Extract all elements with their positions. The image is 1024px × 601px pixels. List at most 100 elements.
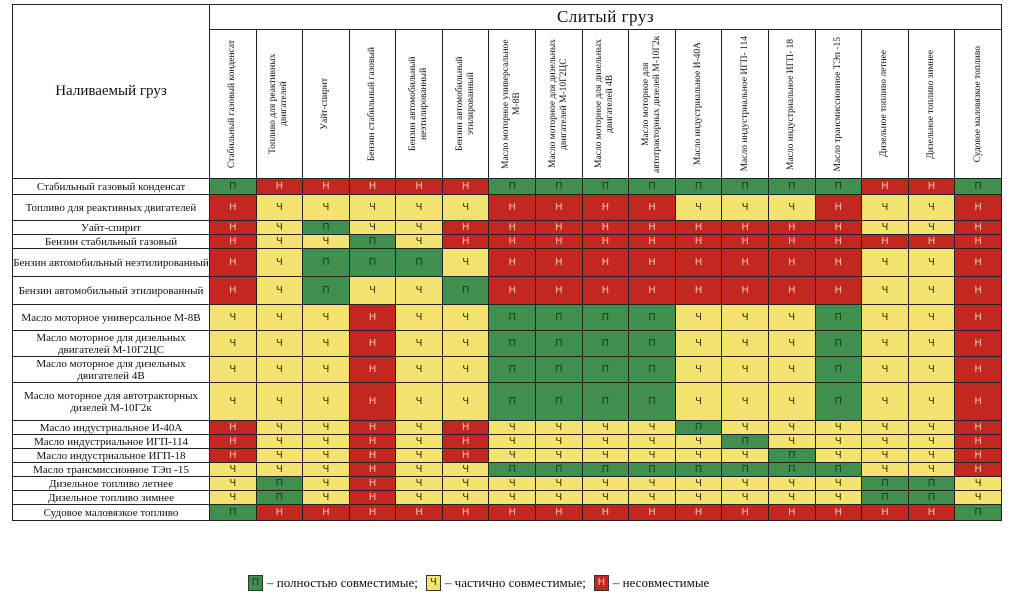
compatibility-cell: П bbox=[628, 330, 676, 357]
compatibility-cell: Ч bbox=[581, 448, 630, 463]
compatibility-cell: П bbox=[814, 462, 863, 477]
compatibility-cell: Ч bbox=[209, 476, 257, 491]
compatibility-cell: П bbox=[721, 462, 769, 477]
compatibility-cell: П bbox=[581, 382, 630, 421]
compatibility-cell: Н bbox=[674, 248, 723, 277]
compatibility-cell: П bbox=[255, 490, 304, 505]
compatibility-cell: П bbox=[441, 276, 490, 305]
compatibility-cell: П bbox=[814, 330, 863, 357]
compatibility-cell: Н bbox=[767, 504, 816, 521]
column-header-label: Масло моторное для дизельных двигателей … bbox=[594, 39, 616, 169]
compatibility-cell: Н bbox=[535, 276, 583, 305]
compatibility-cell: Н bbox=[302, 504, 350, 521]
compatibility-cell: Ч bbox=[721, 356, 769, 383]
compatibility-cell: П bbox=[535, 462, 583, 477]
compatibility-cell: Н bbox=[302, 178, 350, 195]
compatibility-cell: Н bbox=[348, 448, 397, 463]
compatibility-cell: Ч bbox=[441, 356, 490, 383]
compatibility-cell: Н bbox=[581, 220, 630, 235]
compatibility-cell: Ч bbox=[302, 234, 350, 249]
legend-partial-text: – частично совместимые; bbox=[444, 575, 586, 590]
table-row: Масло моторное для дизельных двигателей … bbox=[12, 330, 1002, 357]
column-header-label: Топливо для реактивных двигателей bbox=[268, 53, 290, 155]
row-label: Стабильный газовый конденсат bbox=[12, 178, 210, 195]
compatibility-cell: П bbox=[674, 462, 723, 477]
table-body: Стабильный газовый конденсат П Н Н Н Н Н П П П П П П… bbox=[12, 178, 1002, 521]
compatibility-cell: Ч bbox=[302, 304, 350, 331]
compatibility-cell: Н bbox=[628, 504, 676, 521]
compatibility-cell: П bbox=[674, 420, 723, 435]
compatibility-cell: Н bbox=[907, 504, 956, 521]
compatibility-cell: П bbox=[488, 330, 537, 357]
compatibility-cell: Н bbox=[488, 276, 537, 305]
compatibility-cell: Ч bbox=[302, 462, 350, 477]
legend-compatible-swatch: П bbox=[248, 575, 263, 591]
compatibility-cell: Ч bbox=[255, 248, 304, 277]
compatibility-cell: Ч bbox=[814, 434, 863, 449]
row-label: Масло моторное универсальное М-8В bbox=[12, 304, 210, 331]
compatibility-cell: Ч bbox=[721, 382, 769, 421]
compatibility-cell: П bbox=[628, 462, 676, 477]
column-header: Дизельное топливо зимнее bbox=[907, 29, 956, 179]
compatibility-cell: Ч bbox=[348, 220, 397, 235]
column-header: Судовое маловязкое топливо bbox=[954, 29, 1002, 179]
compatibility-cell: Ч bbox=[767, 476, 816, 491]
row-label: Топливо для реактивных двигателей bbox=[12, 194, 210, 221]
compatibility-cell: Ч bbox=[535, 448, 583, 463]
compatibility-cell: Н bbox=[674, 276, 723, 305]
compatibility-cell: Н bbox=[535, 220, 583, 235]
compatibility-cell: Ч bbox=[581, 490, 630, 505]
compatibility-cell: Ч bbox=[535, 420, 583, 435]
table-row: Дизельное топливо летнее Ч П Ч Н Ч Ч Ч Ч Ч Ч Ч Ч Ч Ч П П… bbox=[12, 476, 1002, 491]
compatibility-cell: Ч bbox=[674, 448, 723, 463]
compatibility-cell: Ч bbox=[767, 420, 816, 435]
compatibility-cell: Н bbox=[814, 248, 863, 277]
compatibility-cell: П bbox=[861, 490, 909, 505]
compatibility-cell: Ч bbox=[861, 448, 909, 463]
column-header-label: Дизельное топливо зимнее bbox=[925, 49, 936, 159]
compatibility-cell: Н bbox=[348, 490, 397, 505]
column-header-label: Масло моторное для автотракторных дизеле… bbox=[640, 35, 662, 173]
compatibility-cell: Ч bbox=[488, 448, 537, 463]
compatibility-cell: Н bbox=[721, 220, 769, 235]
column-header: Бензин стабильный газовый bbox=[348, 29, 397, 179]
compatibility-cell: Н bbox=[209, 420, 257, 435]
compatibility-cell: Н bbox=[348, 420, 397, 435]
compatibility-cell: Н bbox=[767, 220, 816, 235]
compatibility-cell: Н bbox=[814, 234, 863, 249]
column-header: Масло индустриальное И-40А bbox=[674, 29, 723, 179]
compatibility-cell: Ч bbox=[814, 420, 863, 435]
compatibility-cell: Ч bbox=[395, 434, 443, 449]
compatibility-cell: П bbox=[581, 330, 630, 357]
compatibility-cell: Ч bbox=[907, 220, 956, 235]
compatibility-cell: Н bbox=[954, 420, 1002, 435]
compatibility-cell: Ч bbox=[441, 248, 490, 277]
compatibility-cell: Н bbox=[628, 248, 676, 277]
compatibility-cell: Н bbox=[348, 304, 397, 331]
compatibility-cell: Н bbox=[581, 248, 630, 277]
compatibility-cell: Ч bbox=[721, 330, 769, 357]
compatibility-cell: Н bbox=[767, 276, 816, 305]
legend-compatible-text: – полностью совместимые; bbox=[267, 575, 418, 590]
row-label: Масло моторное для дизельных двигателей … bbox=[12, 330, 210, 357]
compatibility-cell: Н bbox=[628, 220, 676, 235]
legend: П – полностью совместимые; Ч – частично … bbox=[248, 575, 709, 591]
compatibility-cell: П bbox=[488, 356, 537, 383]
compatibility-cell: Ч bbox=[674, 382, 723, 421]
compatibility-cell: П bbox=[535, 356, 583, 383]
compatibility-cell: Ч bbox=[255, 234, 304, 249]
compatibility-cell: Н bbox=[814, 194, 863, 221]
compatibility-cell: Ч bbox=[907, 248, 956, 277]
compatibility-cell: Ч bbox=[395, 330, 443, 357]
compatibility-cell: Ч bbox=[302, 356, 350, 383]
row-header-label: Наливаемый груз bbox=[12, 4, 210, 179]
compatibility-cell: Ч bbox=[907, 330, 956, 357]
row-label: Дизельное топливо летнее bbox=[12, 476, 210, 491]
compatibility-cell: Ч bbox=[255, 356, 304, 383]
row-label: Уайт-спирит bbox=[12, 220, 210, 235]
column-header: Бензин автомобильный этилированный bbox=[441, 29, 490, 179]
compatibility-cell: Ч bbox=[302, 420, 350, 435]
compatibility-cell: Ч bbox=[767, 356, 816, 383]
compatibility-cell: Ч bbox=[348, 194, 397, 221]
column-header: Бензин автомобильный неэтилированный bbox=[395, 29, 443, 179]
